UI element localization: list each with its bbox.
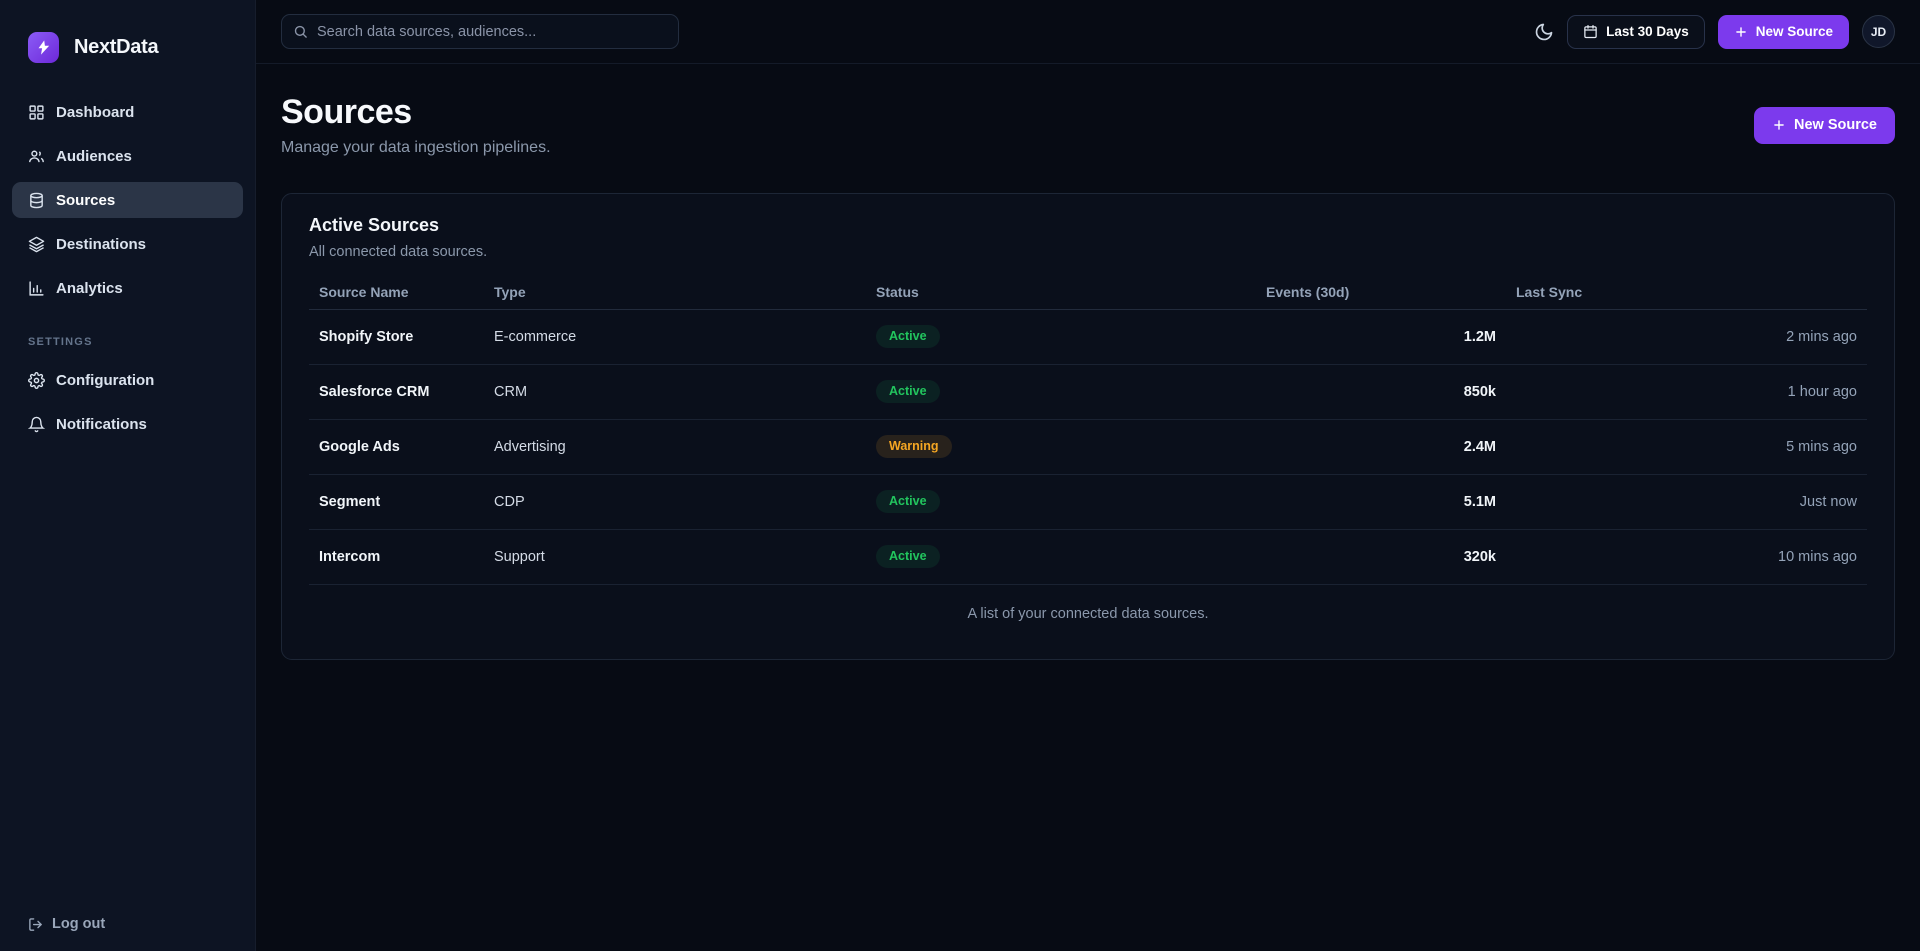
source-name: Google Ads	[309, 419, 484, 475]
new-source-button-main[interactable]: New Source	[1754, 106, 1895, 144]
sidebar-item-label: Notifications	[56, 415, 147, 433]
user-avatar[interactable]: JD	[1862, 15, 1895, 48]
sidebar-item-label: Sources	[56, 191, 116, 209]
source-name: Intercom	[309, 529, 484, 585]
status-badge: Active	[876, 380, 940, 403]
users-icon	[29, 150, 44, 162]
date-range-label: Last 30 Days	[1606, 24, 1689, 39]
sidebar-item-notifications[interactable]: Notifications	[12, 406, 243, 442]
source-name: Segment	[309, 474, 484, 530]
active-sources-card: Active Sources All connected data source…	[281, 193, 1895, 660]
last-sync: 5 mins ago	[1506, 419, 1867, 475]
avatar-initials: JD	[1870, 24, 1887, 39]
new-source-label: New Source	[1755, 24, 1833, 39]
content: Sources Manage your data ingestion pipel…	[256, 64, 1920, 660]
sidebar-item-label: Dashboard	[56, 103, 135, 121]
layers-icon	[28, 236, 45, 252]
brand: NextData	[0, 0, 255, 72]
date-range-button[interactable]: Last 30 Days	[1567, 14, 1705, 49]
page-header: Sources Manage your data ingestion pipel…	[281, 93, 1895, 157]
status-badge: Active	[876, 325, 940, 348]
table-row[interactable]: Shopify Store E-commerce Active 1.2M 2 m…	[309, 309, 1867, 365]
sidebar: NextData Dashboard Audiences Sources Des…	[0, 0, 256, 951]
source-type: CDP	[484, 474, 866, 530]
topbar: Last 30 Days New Source JD	[256, 0, 1920, 64]
logout-icon	[29, 917, 42, 931]
table-caption: A list of your connected data sources.	[967, 605, 1209, 622]
source-type: Advertising	[484, 419, 866, 475]
source-type: Support	[484, 529, 866, 585]
page-header-text: Sources Manage your data ingestion pipel…	[281, 93, 551, 157]
source-type: CRM	[484, 364, 866, 420]
column-last-sync: Last Sync	[1506, 276, 1867, 310]
column-status: Status	[866, 276, 1256, 310]
events-count: 1.2M	[1256, 309, 1506, 365]
table-row[interactable]: Google Ads Advertising Warning 2.4M 5 mi…	[309, 419, 1867, 475]
moon-icon	[1535, 23, 1553, 40]
events-count: 5.1M	[1256, 474, 1506, 530]
bell-icon	[28, 416, 45, 432]
source-name: Salesforce CRM	[309, 364, 484, 420]
sidebar-item-destinations[interactable]: Destinations	[12, 226, 243, 262]
sidebar-item-sources[interactable]: Sources	[12, 182, 243, 218]
settings-section-label: SETTINGS	[28, 336, 93, 348]
search-input[interactable]	[317, 23, 667, 40]
logout-label: Log out	[52, 916, 106, 932]
sidebar-item-dashboard[interactable]: Dashboard	[12, 94, 243, 130]
last-sync: 1 hour ago	[1506, 364, 1867, 420]
last-sync: 10 mins ago	[1506, 529, 1867, 585]
table-row[interactable]: Intercom Support Active 320k 10 mins ago	[309, 529, 1867, 585]
topbar-actions: Last 30 Days New Source JD	[1534, 14, 1895, 49]
grid-icon	[29, 104, 44, 120]
events-count: 850k	[1256, 364, 1506, 420]
status-badge: Active	[876, 490, 940, 513]
column-source-name: Source Name	[309, 276, 484, 310]
sidebar-item-label: Analytics	[56, 279, 123, 297]
plus-icon	[1735, 26, 1746, 37]
database-icon	[30, 192, 43, 208]
card-title: Active Sources	[309, 215, 440, 235]
sidebar-item-audiences[interactable]: Audiences	[12, 138, 243, 174]
sidebar-item-analytics[interactable]: Analytics	[12, 270, 243, 306]
main-area: Last 30 Days New Source JD Sources Manag…	[256, 0, 1920, 951]
plus-icon	[1774, 120, 1784, 130]
last-sync: Just now	[1506, 474, 1867, 530]
card-subtitle: All connected data sources.	[309, 244, 488, 260]
new-source-label: New Source	[1794, 117, 1877, 133]
status-badge: Warning	[876, 435, 952, 458]
source-type: E-commerce	[484, 309, 866, 365]
sidebar-item-label: Configuration	[56, 371, 155, 389]
sidebar-item-label: Audiences	[56, 147, 132, 165]
sources-table: Source Name Type Status Events (30d) Las…	[309, 276, 1867, 585]
status-badge: Active	[876, 545, 940, 568]
table-row[interactable]: Segment CDP Active 5.1M Just now	[309, 474, 1867, 530]
sidebar-item-configuration[interactable]: Configuration	[12, 362, 243, 398]
source-name: Shopify Store	[309, 309, 484, 365]
search-box[interactable]	[281, 14, 679, 49]
logo-lightning-icon	[28, 31, 59, 63]
table-row[interactable]: Salesforce CRM CRM Active 850k 1 hour ag…	[309, 364, 1867, 420]
app-title: NextData	[74, 35, 159, 58]
events-count: 2.4M	[1256, 419, 1506, 475]
theme-toggle-button[interactable]	[1534, 22, 1554, 42]
sidebar-nav: Dashboard Audiences Sources Destinations…	[0, 94, 255, 306]
page-subtitle: Manage your data ingestion pipelines.	[281, 139, 551, 156]
search-icon	[294, 25, 307, 38]
page-title: Sources	[281, 93, 412, 131]
last-sync: 2 mins ago	[1506, 309, 1867, 365]
sidebar-item-label: Destinations	[56, 235, 147, 253]
table-header: Source Name Type Status Events (30d) Las…	[309, 276, 1867, 310]
bar-chart-icon	[29, 280, 44, 296]
sidebar-settings-nav: Configuration Notifications	[0, 362, 255, 442]
new-source-button-topbar[interactable]: New Source	[1717, 14, 1849, 49]
gear-icon	[28, 371, 45, 389]
events-count: 320k	[1256, 529, 1506, 585]
logout-button[interactable]: Log out	[28, 916, 105, 932]
calendar-icon	[1584, 24, 1597, 39]
column-type: Type	[484, 276, 866, 310]
column-events: Events (30d)	[1256, 276, 1506, 310]
